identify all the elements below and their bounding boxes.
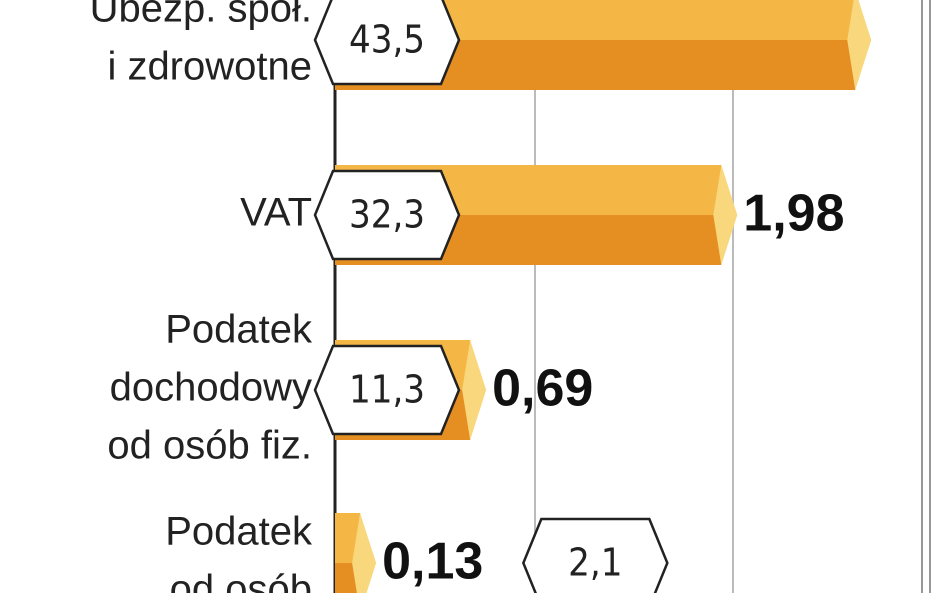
value-label: 43,5 <box>349 18 425 62</box>
category-label: od osób fiz. <box>107 424 312 468</box>
bar-tip <box>847 0 872 90</box>
amount-label: 0,13 <box>382 533 483 591</box>
category-label: dochodowy <box>110 366 312 410</box>
amount-label: 1,98 <box>743 185 844 243</box>
value-label: 2,1 <box>568 541 622 585</box>
bar-tip <box>352 513 377 593</box>
value-hexagon <box>313 169 461 261</box>
category-label: VAT <box>240 191 312 235</box>
category-label: Podatek <box>165 308 313 352</box>
value-hexagon <box>313 0 461 86</box>
value-label: 11,3 <box>349 368 425 412</box>
category-label: Ubezp. społ. <box>90 0 312 31</box>
value-hexagon <box>313 344 461 436</box>
category-label: Podatek <box>165 510 313 554</box>
value-label: 32,3 <box>349 193 425 237</box>
category-label: i zdrowotne <box>107 45 312 89</box>
bar-tip <box>462 340 487 440</box>
category-label: od osób <box>170 568 312 593</box>
bar-tip <box>713 165 738 265</box>
value-hexagon <box>521 517 669 593</box>
amount-label: 0,69 <box>492 360 593 418</box>
